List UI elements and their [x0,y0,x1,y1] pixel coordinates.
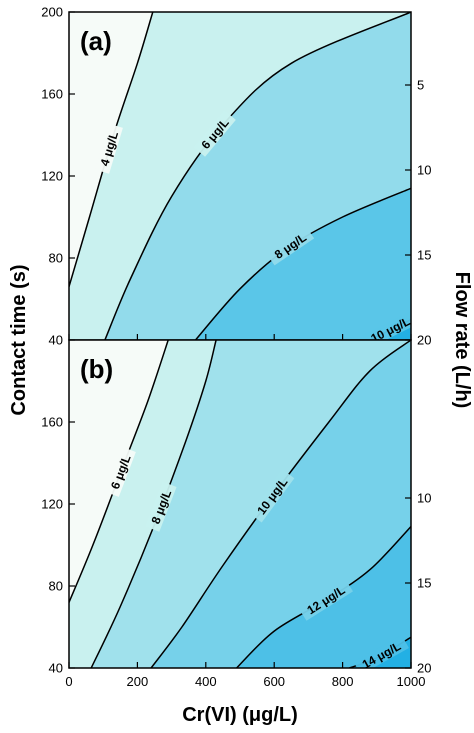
panel-b-regions [69,340,411,668]
contour-label-bg [249,469,295,523]
x-tick-label: 600 [263,674,285,689]
axis-ticks: 40 80 120 160 200 20 15 10 5 40 80 120 160 20 15 10 0 200… [41,5,431,690]
right-tick-label-a: 15 [417,248,431,263]
left-tick-label-a: 160 [41,87,63,102]
contour-label-bg [145,481,177,532]
left-tick-label-a: 120 [41,169,63,184]
x-tick-label: 800 [332,674,354,689]
contour-region-a-4 [69,12,153,287]
x-tick-label: 200 [127,674,149,689]
right-tick-label-b: 15 [417,576,431,591]
left-tick-label-a: 40 [49,333,63,348]
left-tick-label-b: 80 [49,579,63,594]
panel-a-label: (a) [80,26,112,56]
contour-label-bg [266,225,315,266]
y-axis-right-title: Flow rate (L/h) [451,272,473,409]
left-tick-label-b: 40 [49,661,63,676]
right-tick-label-b: 10 [417,491,431,506]
panel-b: 6 μg/L8 μg/L 10 μg/L12 μg/L14 μg/L (b) [68,339,412,669]
contour-region-a-6 [69,12,411,340]
contour-label-bg [362,310,411,340]
contour-label-bg [94,123,123,174]
right-tick-label-a: 20 [417,333,431,348]
left-tick-label-b: 120 [41,497,63,512]
x-tick-label: 0 [65,674,72,689]
right-tick-label-b: 20 [417,661,431,676]
contour-label-bg [193,110,236,157]
x-tick-label: 1000 [397,674,426,689]
x-tick-label: 400 [195,674,217,689]
contour-label-bg [298,578,353,621]
contour-label-bg [104,446,136,497]
contour-label-bg [353,634,409,668]
panel-a: 4 μg/L 6 μg/L8 μg/L10 μg/L (a) [68,11,412,341]
left-tick-label-b: 160 [41,415,63,430]
right-tick-label-a: 5 [417,78,424,93]
panel-b-label: (b) [80,354,113,384]
left-tick-label-a: 80 [49,251,63,266]
x-axis-title: Cr(VI) (μg/L) [182,704,298,726]
panel-a-regions [69,12,411,340]
left-tick-label-a: 200 [41,5,63,20]
y-axis-left-title: Contact time (s) [8,264,30,415]
right-tick-label-a: 10 [417,163,431,178]
